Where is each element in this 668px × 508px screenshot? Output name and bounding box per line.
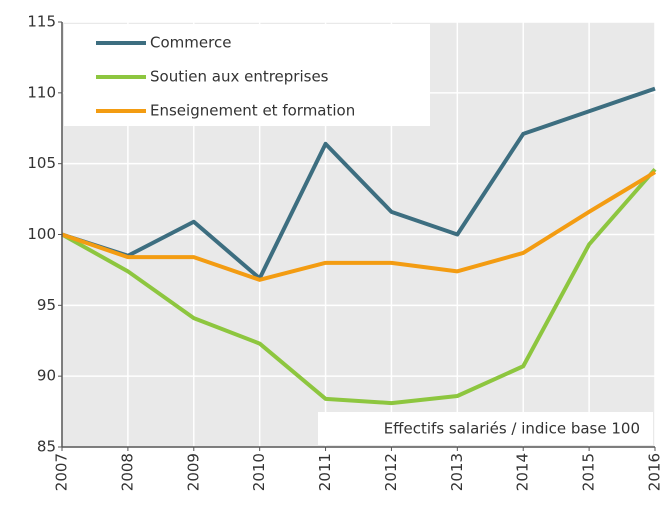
y-tick-label: 85 — [37, 438, 56, 456]
annotation: Effectifs salariés / indice base 100 — [384, 420, 640, 438]
x-tick-label: 2011 — [316, 453, 334, 491]
series-line — [61, 168, 657, 406]
annotation-box — [318, 412, 653, 445]
x-tick-label: 2012 — [382, 453, 400, 491]
series-line — [61, 86, 656, 281]
legend-label: Commerce — [150, 34, 231, 52]
x-tick-label: 2007 — [53, 453, 71, 491]
y-tick-label: 105 — [27, 154, 56, 172]
x-tick-label: 2009 — [184, 453, 202, 491]
y-tick-label: 95 — [37, 296, 56, 314]
x-tick-label: 2016 — [646, 453, 664, 491]
x-tick-label: 2013 — [448, 453, 466, 491]
lines — [61, 86, 657, 406]
x-tick-label: 2010 — [250, 453, 268, 491]
x-tick-label: 2014 — [514, 453, 532, 491]
y-tick-label: 110 — [27, 83, 56, 101]
x-tick-label: 2015 — [580, 453, 598, 491]
y-tick-label: 90 — [37, 367, 56, 385]
x-tick-label: 2008 — [118, 453, 136, 491]
legend-label: Enseignement et formation — [150, 102, 355, 120]
series-line — [61, 170, 657, 282]
y-tick-label: 115 — [27, 13, 56, 31]
y-tick-label: 100 — [27, 225, 56, 243]
legend-label: Soutien aux entreprises — [150, 68, 329, 86]
